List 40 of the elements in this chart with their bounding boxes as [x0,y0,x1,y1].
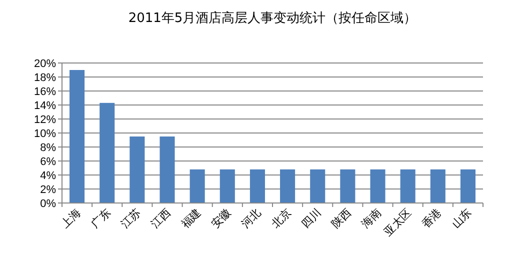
x-tick-label: 香港 [419,206,444,231]
y-tick-label: 10% [34,128,56,140]
x-tick-label: 山东 [449,206,474,231]
bar [220,169,235,203]
x-tick-label: 海南 [359,206,384,231]
y-tick-label: 4% [40,170,56,182]
bar [400,169,416,203]
bar [190,169,205,203]
x-tick-label: 北京 [268,206,294,231]
x-tick-label: 江西 [148,206,174,231]
x-tick-label: 安徽 [208,206,234,231]
bar [280,169,296,203]
bar [340,169,356,203]
x-tick-label: 福建 [178,206,204,231]
x-tick-label: 亚太区 [381,206,414,238]
y-tick-label: 14% [34,100,56,112]
x-tick-label: 四川 [298,206,324,231]
bar [370,169,386,203]
x-tick-label: 江苏 [118,206,144,231]
bar [70,70,85,203]
bar [130,136,145,203]
y-tick-label: 20% [34,58,56,70]
chart-title: 2011年5月酒店高层人事变动统计（按任命区域） [128,10,417,26]
bar [460,169,476,203]
bar [310,169,326,203]
x-tick-label: 广东 [88,206,114,231]
x-tick-label: 河北 [238,206,264,231]
y-tick-label: 8% [40,142,56,154]
y-tick-label: 18% [34,72,56,84]
bar [160,136,175,203]
x-tick-label: 上海 [58,206,84,231]
x-tick-label: 陕西 [329,206,354,231]
bar [250,169,265,203]
y-tick-label: 12% [34,114,56,126]
bar [100,102,115,203]
y-tick-label: 16% [34,86,56,98]
y-tick-label: 0% [40,198,56,210]
bar [430,169,446,203]
y-tick-label: 6% [40,156,56,168]
y-tick-label: 2% [40,184,56,196]
